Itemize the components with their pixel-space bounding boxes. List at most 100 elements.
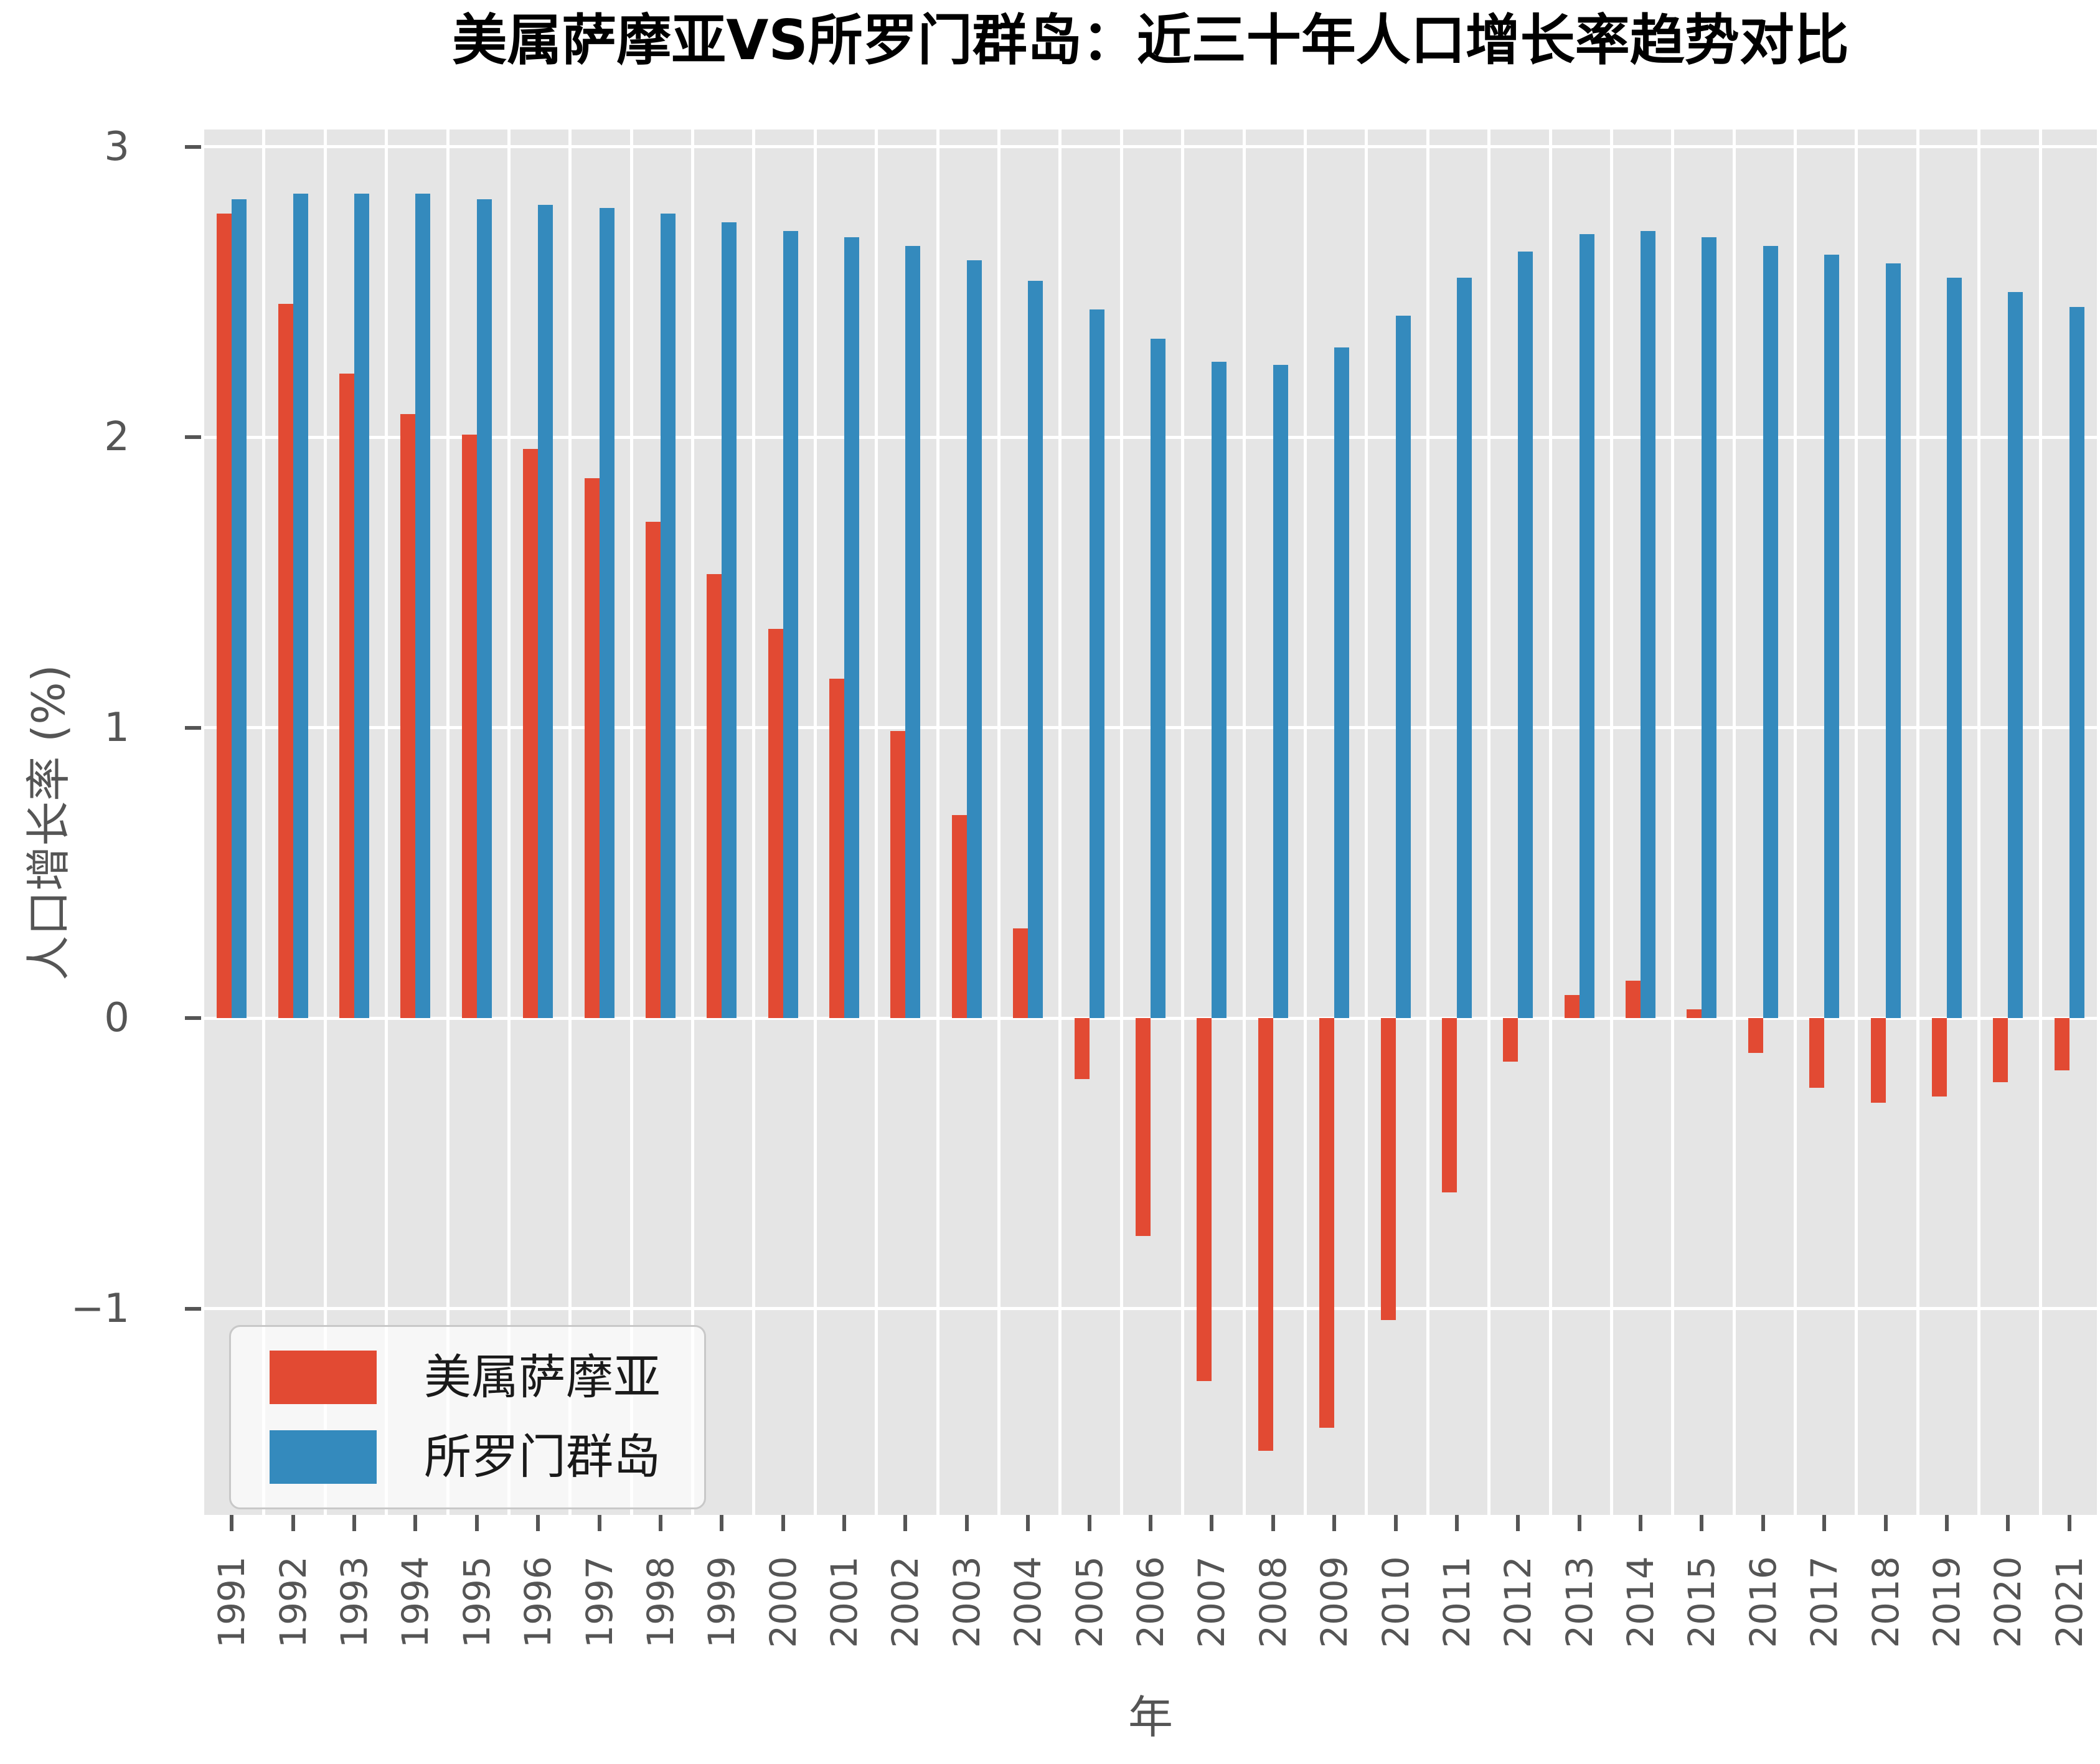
y-tick-label: 0 — [104, 995, 129, 1042]
bar-solomon-islands-1997 — [599, 207, 614, 1019]
x-tick-mark — [1945, 1515, 1949, 1531]
y-tick-label: 3 — [104, 123, 129, 170]
x-gridline — [1609, 130, 1613, 1515]
legend-label-solomon-islands: 所罗门群岛 — [424, 1429, 661, 1484]
x-gridline — [1181, 130, 1185, 1515]
plot-area — [201, 130, 2100, 1515]
y-tick-label: 1 — [104, 704, 129, 751]
x-tick-mark — [1210, 1515, 1214, 1531]
legend-swatch-american-samoa — [270, 1351, 377, 1404]
bar-solomon-islands-2009 — [1334, 347, 1350, 1019]
bar-american-samoa-2014 — [1626, 980, 1641, 1019]
legend-row: 所罗门群岛 — [270, 1430, 661, 1484]
bar-solomon-islands-2015 — [1702, 237, 1717, 1019]
bar-solomon-islands-1991 — [232, 199, 247, 1019]
bar-solomon-islands-2000 — [783, 231, 798, 1019]
bar-american-samoa-2007 — [1197, 1018, 1212, 1382]
bar-solomon-islands-1994 — [415, 193, 431, 1019]
x-tick-mark — [1577, 1515, 1581, 1531]
bar-solomon-islands-1999 — [722, 222, 737, 1019]
x-tick-label: 2020 — [1987, 1556, 2030, 1648]
x-gridline — [997, 130, 1001, 1515]
y-tick-mark — [185, 725, 201, 730]
bar-american-samoa-2005 — [1074, 1018, 1090, 1080]
bar-solomon-islands-2021 — [2069, 306, 2084, 1019]
x-tick-mark — [230, 1515, 234, 1531]
bar-solomon-islands-2004 — [1028, 280, 1043, 1019]
x-tick-label: 1994 — [394, 1556, 437, 1648]
bar-american-samoa-1997 — [584, 478, 600, 1019]
x-tick-mark — [1639, 1515, 1643, 1531]
x-gridline — [568, 130, 572, 1515]
x-gridline — [752, 130, 756, 1515]
bar-solomon-islands-2014 — [1641, 231, 1656, 1019]
x-tick-mark — [1026, 1515, 1030, 1531]
bar-solomon-islands-2007 — [1212, 362, 1227, 1019]
x-gridline — [875, 130, 878, 1515]
x-gridline — [813, 130, 817, 1515]
y-gridline — [201, 1016, 2100, 1020]
y-axis-label: 人口增长率 (%) — [22, 664, 75, 981]
x-axis-label: 年 — [1128, 1691, 1174, 1743]
x-tick-mark — [536, 1515, 540, 1531]
y-tick-mark — [185, 1016, 201, 1021]
x-tick-mark — [1761, 1515, 1765, 1531]
bar-solomon-islands-2006 — [1151, 338, 1165, 1019]
bar-american-samoa-2003 — [951, 814, 967, 1019]
bar-american-samoa-2002 — [890, 730, 906, 1019]
bar-american-samoa-1994 — [400, 414, 416, 1019]
x-tick-label: 2005 — [1068, 1556, 1111, 1648]
bar-solomon-islands-2017 — [1824, 254, 1840, 1019]
x-tick-mark — [658, 1515, 662, 1531]
y-tick-mark — [185, 1306, 201, 1311]
bar-american-samoa-2018 — [1870, 1018, 1886, 1103]
x-tick-label: 2015 — [1680, 1556, 1723, 1648]
x-tick-label: 2002 — [884, 1556, 927, 1648]
x-tick-mark — [1271, 1515, 1275, 1531]
x-gridline — [1671, 130, 1675, 1515]
x-gridline — [262, 130, 266, 1515]
bar-solomon-islands-1993 — [354, 193, 369, 1019]
bar-solomon-islands-2005 — [1089, 309, 1104, 1019]
x-tick-mark — [1883, 1515, 1888, 1531]
bar-solomon-islands-1992 — [293, 193, 308, 1019]
legend-label-american-samoa: 美属萨摩亚 — [424, 1349, 661, 1405]
x-gridline — [1487, 130, 1491, 1515]
bar-american-samoa-2021 — [2054, 1018, 2069, 1071]
x-gridline — [201, 130, 204, 1515]
x-tick-mark — [1516, 1515, 1520, 1531]
x-tick-mark — [720, 1515, 724, 1531]
bar-solomon-islands-2020 — [2008, 292, 2023, 1019]
x-tick-label: 2010 — [1374, 1556, 1417, 1648]
bar-solomon-islands-2019 — [1947, 277, 1962, 1019]
x-tick-mark — [781, 1515, 785, 1531]
chart-title: 美属萨摩亚VS所罗门群岛：近三十年人口增长率趋势对比 — [452, 8, 1849, 72]
x-tick-label: 2017 — [1803, 1556, 1846, 1648]
bar-solomon-islands-1995 — [476, 199, 492, 1019]
bar-american-samoa-2019 — [1932, 1018, 1947, 1097]
x-tick-mark — [352, 1515, 356, 1531]
bar-solomon-islands-2011 — [1456, 277, 1472, 1019]
bar-american-samoa-1995 — [461, 434, 477, 1019]
bar-solomon-islands-2002 — [905, 245, 921, 1019]
bar-american-samoa-2015 — [1687, 1009, 1702, 1019]
x-tick-mark — [2067, 1515, 2071, 1531]
x-tick-label: 1993 — [332, 1556, 375, 1648]
bar-solomon-islands-2013 — [1579, 233, 1594, 1019]
x-tick-label: 1997 — [578, 1556, 621, 1648]
bar-solomon-islands-2008 — [1273, 364, 1288, 1019]
bar-american-samoa-2010 — [1380, 1018, 1396, 1321]
x-gridline — [323, 130, 327, 1515]
x-gridline — [507, 130, 511, 1515]
x-tick-label: 2004 — [1007, 1556, 1050, 1648]
x-tick-label: 1998 — [639, 1556, 682, 1648]
y-gridline — [201, 145, 2100, 149]
x-tick-mark — [597, 1515, 601, 1531]
y-tick-mark — [185, 144, 201, 149]
x-gridline — [446, 130, 450, 1515]
x-tick-mark — [964, 1515, 969, 1531]
bar-american-samoa-2016 — [1748, 1018, 1763, 1054]
x-tick-mark — [903, 1515, 908, 1531]
x-gridline — [1732, 130, 1736, 1515]
